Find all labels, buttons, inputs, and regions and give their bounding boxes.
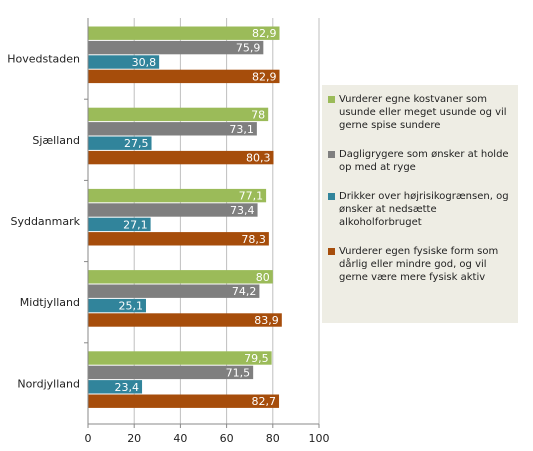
bar-label-Midtjylland-2: 25,1 bbox=[118, 300, 143, 313]
category-label-Nordjylland: Nordjylland bbox=[17, 377, 80, 390]
bar-label-Midtjylland-1: 74,2 bbox=[232, 285, 257, 298]
bar-label-Midtjylland-3: 83,9 bbox=[254, 314, 279, 327]
bar-label-Nordjylland-3: 82,7 bbox=[252, 395, 277, 408]
bar-Nordjylland-3 bbox=[88, 394, 280, 408]
bar-label-Hovedstaden-0: 82,9 bbox=[252, 27, 277, 40]
x-tick-label-60: 60 bbox=[220, 432, 234, 445]
bar-Hovedstaden-2 bbox=[88, 55, 160, 69]
legend-label-kost: Vurderer egne kostvaner som usunde eller… bbox=[339, 94, 507, 131]
bar-Nordjylland-0 bbox=[88, 351, 272, 365]
bar-label-Syddanmark-2: 27,1 bbox=[123, 218, 148, 231]
x-tick-label-40: 40 bbox=[173, 432, 187, 445]
bar-Syddanmark-3 bbox=[88, 232, 269, 246]
axes: 0 20 40 60 80 100 Hovedstaden Sjælland Syddanmar… bbox=[7, 18, 330, 445]
bar-label-Nordjylland-0: 79,5 bbox=[244, 352, 269, 365]
bar-Sjælland-3 bbox=[88, 150, 274, 165]
legend-item-kost: Vurderer egne kostvaner som usunde eller… bbox=[328, 93, 512, 132]
legend-label-alkohol: Drikker over højrisikogrænsen, og ønsker… bbox=[339, 191, 509, 228]
bar-Sjælland-2 bbox=[88, 136, 152, 150]
legend-swatch-kost bbox=[328, 96, 335, 103]
bar-Hovedstaden-3 bbox=[88, 69, 280, 84]
legend-label-fysisk: Vurderer egen fysiske form som dårlig el… bbox=[339, 246, 499, 283]
legend-swatch-alkohol bbox=[328, 193, 335, 200]
bar-Hovedstaden-0 bbox=[88, 26, 280, 40]
bar-Nordjylland-1 bbox=[88, 365, 254, 380]
x-tick-label-100: 100 bbox=[309, 432, 330, 445]
bar-label-Syddanmark-0: 77,1 bbox=[239, 190, 264, 203]
x-tick-label-0: 0 bbox=[85, 432, 92, 445]
bar-label-Syddanmark-1: 73,4 bbox=[230, 204, 255, 217]
bar-Sjælland-1 bbox=[88, 122, 257, 136]
bar-Midtjylland-3 bbox=[88, 313, 282, 327]
legend-label-ryg: Dagligrygere som ønsker at holde op med … bbox=[339, 149, 509, 173]
bar-Sjælland-0 bbox=[88, 107, 269, 122]
category-label-Hovedstaden: Hovedstaden bbox=[7, 53, 80, 66]
bar-Syddanmark-2 bbox=[88, 217, 151, 232]
x-tick-label-20: 20 bbox=[127, 432, 141, 445]
bar-Midtjylland-2 bbox=[88, 298, 146, 313]
bar-label-Sjælland-3: 80,3 bbox=[246, 152, 271, 165]
bars: 82,9 75,9 30,8 82,9 78 73,1 27,5 80,3 77,173,4 27… bbox=[88, 26, 282, 408]
bar-label-Nordjylland-1: 71,5 bbox=[226, 366, 251, 379]
bar-Midtjylland-1 bbox=[88, 284, 260, 298]
category-label-Sjælland: Sjælland bbox=[32, 134, 80, 147]
bar-label-Hovedstaden-3: 82,9 bbox=[252, 70, 277, 83]
legend-swatch-fysisk bbox=[328, 248, 335, 255]
bar-label-Hovedstaden-2: 30,8 bbox=[132, 56, 157, 69]
category-label-Syddanmark: Syddanmark bbox=[10, 215, 80, 228]
legend-item-ryg: Dagligrygere som ønsker at holde op med … bbox=[328, 148, 512, 174]
bar-label-Syddanmark-3: 78,3 bbox=[241, 233, 266, 246]
bar-Hovedstaden-1 bbox=[88, 40, 264, 55]
bar-label-Sjælland-2: 27,5 bbox=[124, 137, 149, 150]
legend: Vurderer egne kostvaner som usunde eller… bbox=[322, 85, 518, 323]
bar-Syddanmark-0 bbox=[88, 188, 267, 203]
category-label-Midtjylland: Midtjylland bbox=[20, 296, 80, 309]
bar-label-Sjælland-1: 73,1 bbox=[229, 123, 254, 136]
legend-swatch-ryg bbox=[328, 151, 335, 158]
bar-Midtjylland-0 bbox=[88, 270, 273, 284]
bar-Nordjylland-2 bbox=[88, 380, 143, 394]
x-tick-label-80: 80 bbox=[266, 432, 280, 445]
bar-label-Midtjylland-0: 80 bbox=[256, 271, 270, 284]
legend-item-alkohol: Drikker over højrisikogrænsen, og ønsker… bbox=[328, 190, 512, 229]
bar-label-Hovedstaden-1: 75,9 bbox=[236, 42, 261, 55]
legend-item-fysisk: Vurderer egen fysiske form som dårlig el… bbox=[328, 245, 512, 284]
bar-label-Nordjylland-2: 23,4 bbox=[115, 381, 140, 394]
bar-label-Sjælland-0: 78 bbox=[251, 108, 265, 121]
bar-Syddanmark-1 bbox=[88, 203, 258, 217]
